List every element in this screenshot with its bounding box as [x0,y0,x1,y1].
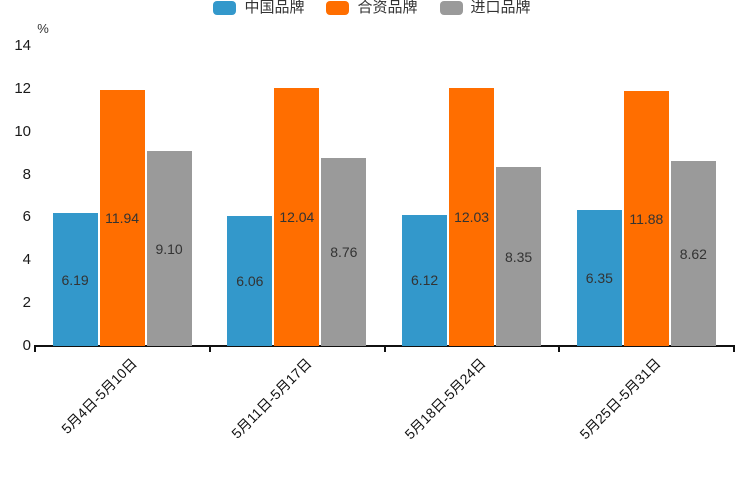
x-axis-category-label: 5月25日-5月31日 [576,355,664,443]
legend-swatch-icon [326,1,350,15]
legend-item-1[interactable]: 中国品牌 [213,0,304,16]
x-axis-category-label: 5月18日-5月24日 [401,355,490,443]
bar-进口品牌-2 [321,158,367,346]
y-axis-tick-label: 14 [14,37,31,54]
y-axis-tick-label: 0 [22,337,31,354]
bar-value-label: 6.12 [410,272,439,289]
bar-合资品牌-4 [623,91,669,346]
legend-swatch-icon [213,1,237,15]
bar-value-label: 9.10 [155,240,183,257]
legend: 中国品牌 合资品牌 进口品牌 [0,0,744,16]
bar-中国品牌-4 [576,209,622,346]
legend-item-3[interactable]: 进口品牌 [439,0,531,16]
x-axis-tick [383,345,386,352]
y-axis-tick-label: 6 [22,208,31,226]
bar-value-label: 8.35 [504,248,533,265]
bar-value-label: 12.03 [454,209,490,226]
bar-value-label: 11.94 [105,210,140,227]
x-axis-tick [34,345,36,352]
y-axis-tick-label: 4 [22,251,31,269]
bar-value-label: 6.06 [236,273,264,290]
x-axis-tick [208,345,211,352]
legend-item-label: 进口品牌 [470,0,531,16]
x-axis-category-label: 5月4日-5月10日 [57,355,140,437]
x-axis-tick [558,345,561,352]
bar-进口品牌-4 [670,161,716,346]
bar-中国品牌-2 [227,216,273,346]
legend-item-label: 合资品牌 [357,0,418,16]
bar-value-label: 11.88 [629,210,664,227]
bar-value-label: 6.19 [61,271,89,288]
bar-value-label: 6.35 [585,269,613,286]
y-axis-tick-label: 2 [22,294,31,312]
y-axis-tick-label: 8 [22,165,31,183]
bar-value-label: 8.76 [330,244,358,261]
y-axis-unit-label: % [37,21,49,36]
bar-进口品牌-3 [496,167,542,346]
x-axis-category-label: 5月11日-5月17日 [227,355,315,442]
legend-item-label: 中国品牌 [244,0,305,16]
bar-进口品牌-1 [146,151,192,346]
y-axis-tick-label: 10 [14,122,31,140]
bar-合资品牌-2 [274,88,320,346]
bar-中国品牌-3 [402,214,448,346]
bar-value-label: 8.62 [679,245,707,262]
legend-swatch-icon [439,1,463,15]
x-axis-tick [733,345,735,352]
bar-合资品牌-3 [449,88,495,346]
legend-item-2[interactable]: 合资品牌 [326,0,418,16]
bar-value-label: 12.04 [279,209,315,225]
bar-中国品牌-1 [52,213,98,346]
y-axis-tick-label: 12 [14,79,31,97]
bar-合资品牌-1 [99,90,145,346]
